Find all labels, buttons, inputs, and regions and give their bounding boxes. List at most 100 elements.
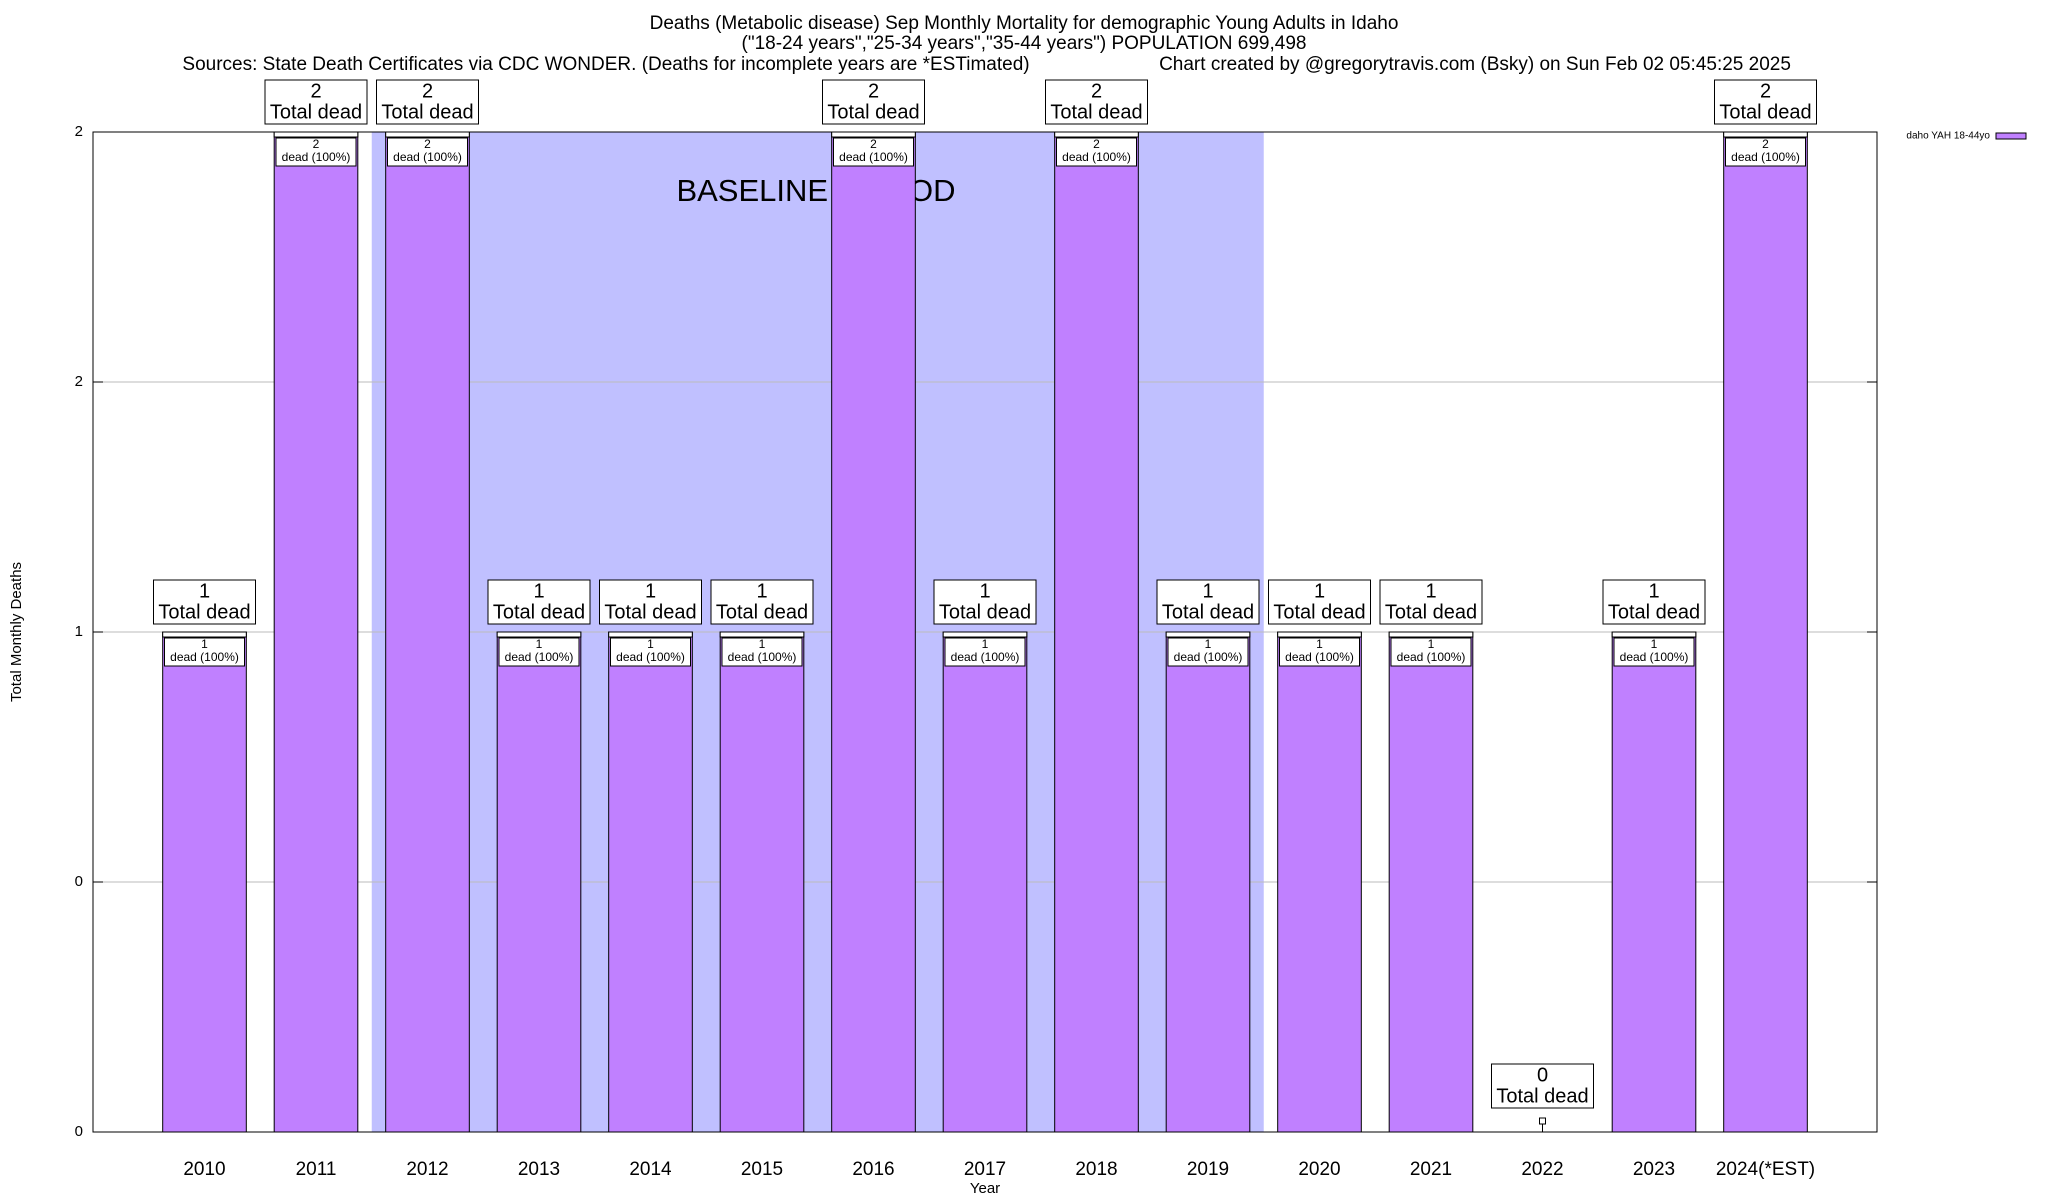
share-label: dead (100%) [1285, 650, 1354, 664]
share-label: dead (100%) [505, 650, 574, 664]
share-value: 2 [1093, 137, 1100, 151]
share-box [275, 137, 357, 167]
bar [1165, 631, 1251, 1133]
bar-cap [608, 631, 693, 638]
total-value: 2 [868, 80, 879, 102]
bar [496, 631, 582, 1133]
x-tick-label: 2017 [964, 1159, 1006, 1180]
share-value: 1 [1316, 637, 1323, 651]
chart-title: Deaths (Metabolic disease) Sep Monthly M… [650, 13, 1399, 34]
bar [1388, 631, 1474, 1133]
x-tick-label: 2014 [629, 1159, 672, 1180]
total-value: 2 [422, 80, 433, 102]
total-box [1045, 79, 1148, 125]
total-value: 2 [1091, 80, 1102, 102]
total-label: Total dead [716, 601, 808, 623]
total-box [822, 79, 925, 125]
bar [831, 131, 916, 1133]
total-value: 1 [1202, 580, 1213, 602]
bar-cap [942, 631, 1028, 638]
share-box [1390, 637, 1472, 667]
share-label: dead (100%) [839, 150, 908, 164]
share-label: dead (100%) [1174, 650, 1243, 664]
share-box [833, 137, 914, 167]
bar-cap [719, 631, 805, 638]
x-tick-label: 2020 [1298, 1159, 1340, 1180]
bar-cap [162, 631, 247, 638]
total-box [933, 579, 1037, 625]
x-tick-label: 2011 [296, 1159, 337, 1180]
share-value: 1 [536, 637, 543, 651]
share-box [944, 637, 1026, 667]
x-tick-label: 2022 [1521, 1159, 1563, 1180]
total-box [1491, 1063, 1594, 1109]
share-value: 1 [201, 637, 208, 651]
total-label: Total dead [1719, 101, 1811, 123]
share-value: 1 [1205, 637, 1212, 651]
y-axis-label: Total Monthly Deaths [8, 562, 25, 702]
bar [1054, 131, 1139, 1133]
total-box [1602, 579, 1706, 625]
share-value: 2 [424, 137, 431, 151]
total-label: Total dead [381, 101, 473, 123]
x-tick-label: 2012 [406, 1159, 448, 1180]
bar-cap [496, 631, 582, 638]
share-value: 2 [1762, 137, 1769, 151]
bar-cap [1277, 631, 1362, 638]
share-box [1167, 637, 1249, 667]
legend-swatch [1995, 132, 2027, 140]
bar-cap [1611, 631, 1697, 638]
total-label: Total dead [604, 601, 696, 623]
bar [719, 631, 805, 1133]
total-value: 1 [533, 580, 544, 602]
total-box [376, 79, 479, 125]
total-value: 1 [1425, 580, 1436, 602]
share-value: 1 [1651, 637, 1658, 651]
bar [1611, 631, 1697, 1133]
total-label: Total dead [270, 101, 362, 123]
bar [162, 631, 247, 1133]
share-label: dead (100%) [1731, 150, 1800, 164]
x-tick-label: 2018 [1075, 1159, 1117, 1180]
total-box [1714, 79, 1817, 125]
share-label: dead (100%) [616, 650, 685, 664]
bar [1723, 131, 1808, 1133]
total-value: 1 [1314, 580, 1325, 602]
total-value: 1 [645, 580, 656, 602]
total-value: 1 [756, 580, 767, 602]
x-tick-label: 2010 [183, 1159, 225, 1180]
total-box [264, 79, 368, 125]
total-label: Total dead [827, 101, 919, 123]
bar [608, 631, 693, 1133]
x-tick-label: 2016 [852, 1159, 894, 1180]
share-value: 1 [759, 637, 766, 651]
x-tick-label: 2013 [518, 1159, 560, 1180]
total-value: 2 [1760, 80, 1771, 102]
total-value: 1 [199, 580, 210, 602]
share-box [1613, 637, 1695, 667]
share-label: dead (100%) [393, 150, 462, 164]
bar [273, 131, 359, 1133]
x-tick-label: 2024(*EST) [1716, 1159, 1815, 1180]
share-box [721, 637, 803, 667]
share-box [1279, 637, 1360, 667]
chart-credit: Chart created by @gregorytravis.com (Bsk… [1159, 54, 1791, 75]
share-label: dead (100%) [170, 650, 239, 664]
share-label: dead (100%) [282, 150, 351, 164]
total-box [487, 579, 591, 625]
share-label: dead (100%) [1620, 650, 1689, 664]
share-label: dead (100%) [728, 650, 797, 664]
total-label: Total dead [1050, 101, 1142, 123]
share-value: 2 [313, 137, 320, 151]
total-label: Total dead [1273, 601, 1365, 623]
share-box [164, 637, 245, 667]
total-label: Total dead [939, 601, 1031, 623]
share-value: 1 [982, 637, 989, 651]
total-label: Total dead [493, 601, 585, 623]
total-label: Total dead [158, 601, 250, 623]
zero-mark [1539, 1117, 1546, 1125]
chart-source: Sources: State Death Certificates via CD… [182, 54, 1029, 75]
x-tick-label: 2015 [741, 1159, 783, 1180]
share-value: 1 [647, 637, 654, 651]
